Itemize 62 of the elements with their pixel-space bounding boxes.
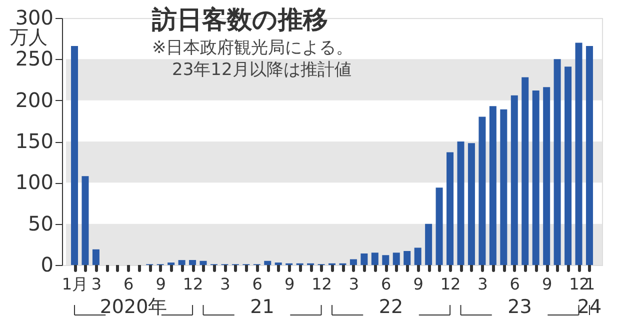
text: 22 xyxy=(378,296,404,318)
x-tick-label: 12 xyxy=(440,274,461,294)
bar xyxy=(82,176,89,265)
bar xyxy=(446,152,454,265)
bar xyxy=(414,248,422,265)
y-tick-label: 50 xyxy=(28,211,54,236)
text: 2020年 xyxy=(100,296,168,318)
x-tick-label: 9 xyxy=(284,274,295,294)
bar xyxy=(532,90,540,265)
bar xyxy=(554,59,561,265)
text: ※日本政府観光局による。 23年12月以降は推計値 xyxy=(152,38,354,80)
x-tick-label: 9 xyxy=(156,274,166,294)
bar xyxy=(478,116,486,265)
bar xyxy=(92,249,100,265)
y-tick-label: 100 xyxy=(15,170,54,194)
bar xyxy=(575,42,582,265)
bar xyxy=(360,253,368,265)
x-tick-label: 12 xyxy=(182,274,204,294)
text: 23 xyxy=(508,296,532,318)
bar xyxy=(200,260,207,265)
x-tick-label: 6 xyxy=(124,274,134,294)
y-tick-label: 150 xyxy=(15,129,54,153)
bar xyxy=(264,260,272,265)
x-tick-label: 6 xyxy=(381,274,392,294)
bar xyxy=(564,66,572,265)
y-tick-label: 0 xyxy=(40,252,54,276)
bar xyxy=(382,255,390,265)
text: 21 xyxy=(250,296,274,318)
bar xyxy=(489,106,496,265)
bar xyxy=(350,259,357,265)
x-tick-label: 9 xyxy=(542,274,552,294)
x-tick-label: 6 xyxy=(510,274,520,294)
x-tick-label: 12 xyxy=(312,274,332,294)
bar xyxy=(468,143,475,265)
bar xyxy=(457,142,464,265)
x-tick-label: 3 xyxy=(478,274,488,294)
bar xyxy=(371,252,378,265)
bar xyxy=(425,224,432,265)
x-tick-label: 3 xyxy=(348,274,360,294)
bar xyxy=(71,46,78,265)
y-tick-label: 200 xyxy=(15,88,54,112)
bar xyxy=(586,46,593,265)
bar xyxy=(522,77,529,265)
bar xyxy=(436,188,443,265)
bar xyxy=(500,109,508,265)
y-tick-label: 300 xyxy=(15,6,54,30)
text: 24 xyxy=(577,296,602,318)
y-tick-label: 250 xyxy=(15,46,54,71)
x-tick-label: 1月 xyxy=(62,274,88,294)
chart-title: 訪日客数の推移 xyxy=(151,5,328,34)
x-tick-label: 3 xyxy=(220,274,230,294)
y-axis-title: 万人 xyxy=(10,26,48,48)
bar xyxy=(178,260,186,265)
x-tick-label: 6 xyxy=(252,274,262,294)
x-tick-label: 12 xyxy=(569,274,590,294)
bar xyxy=(189,260,196,265)
x-tick-label: 3 xyxy=(91,274,102,294)
bar xyxy=(392,252,400,265)
x-tick-label: 9 xyxy=(413,274,424,294)
bar xyxy=(510,95,518,265)
bar xyxy=(543,87,550,265)
bar xyxy=(404,251,411,265)
